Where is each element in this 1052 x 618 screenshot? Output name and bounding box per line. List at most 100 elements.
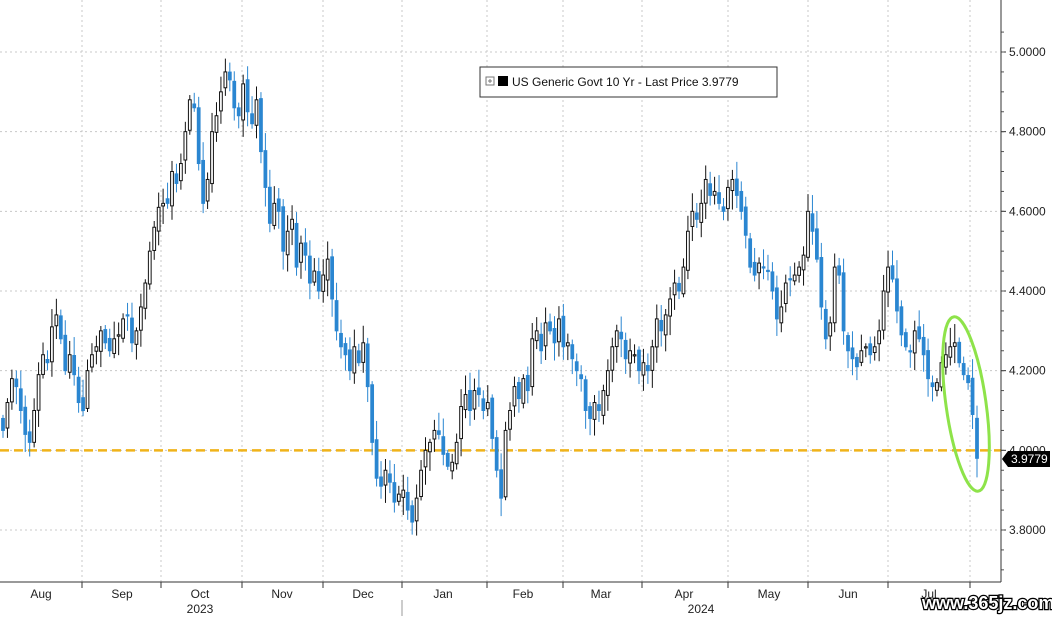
candle-body-down: [343, 343, 348, 356]
candle-body-down: [445, 452, 450, 467]
candle-body-up: [797, 266, 801, 276]
candle-body-up: [610, 346, 615, 371]
candle-body-up: [98, 330, 103, 352]
legend-label: US Generic Govt 10 Yr - Last Price 3.977…: [512, 75, 739, 89]
candle-body-down: [841, 272, 846, 332]
candle-body-up: [565, 342, 570, 347]
candle-body-down: [890, 265, 895, 280]
candle-body-down: [788, 278, 793, 281]
candle-body-down: [63, 334, 68, 372]
candle-body-up: [219, 91, 223, 112]
candle-body-down: [192, 103, 197, 109]
candle-body-up: [632, 354, 637, 357]
month-label: Nov: [271, 587, 292, 601]
candle-body-up: [419, 469, 423, 498]
candle-body-up: [67, 354, 72, 373]
y-tick-label: 4.6000: [1009, 204, 1046, 218]
candle-body-up: [686, 230, 690, 271]
candle-body-down: [966, 375, 970, 384]
candle-body-down: [734, 178, 739, 196]
candle-body-down: [970, 377, 975, 415]
candle-body-down: [436, 430, 441, 435]
candle-body-down: [752, 261, 757, 276]
candle-body-up: [50, 326, 54, 363]
candle-body-up: [414, 497, 419, 522]
candle-body-down: [125, 314, 130, 317]
candle-body-up: [361, 342, 366, 363]
candle-body-up: [161, 202, 165, 207]
candle-body-down: [23, 406, 28, 435]
candle-body-down: [597, 404, 601, 411]
candle-body-up: [672, 282, 677, 296]
candle-body-down: [232, 80, 237, 109]
month-label: Oct: [191, 587, 210, 601]
candle-body-up: [557, 318, 561, 343]
candle-body-up: [183, 131, 188, 161]
candle-body-up: [450, 461, 455, 472]
candle-body-down: [539, 333, 544, 352]
candle-body-up: [863, 346, 868, 349]
y-tick-label: 4.2000: [1009, 364, 1046, 378]
candle-body-down: [659, 319, 664, 332]
candle-body-down: [379, 476, 383, 487]
candle-body-up: [948, 346, 953, 358]
x-axis: Aug Sep Oct Nov Dec Jan Feb Mar Apr May Jun Jul 2023…: [0, 581, 1001, 616]
candle-body-down: [561, 315, 566, 348]
candle-body-up: [383, 469, 388, 486]
candle-body-down: [468, 389, 472, 411]
candle-body-down: [677, 282, 681, 292]
candle-body-down: [165, 198, 170, 204]
candle-body-up: [828, 322, 833, 337]
candle-body-down: [356, 350, 361, 364]
watermark: www.365jz.com: [921, 593, 1052, 613]
candle-body-up: [138, 306, 143, 331]
candlestick-series: [1, 58, 979, 536]
candle-body-down: [819, 257, 824, 308]
candle-body-up: [726, 186, 730, 210]
candle-body-down: [646, 365, 650, 372]
candle-body-up: [601, 390, 606, 416]
candle-body-down: [619, 331, 624, 340]
candle-body-down: [903, 332, 908, 348]
candle-body-up: [401, 489, 406, 498]
candle-body-down: [267, 186, 272, 224]
candle-body-up: [530, 338, 535, 388]
candle-body-up: [285, 230, 290, 256]
candle-body-up: [779, 306, 784, 324]
year-label: 2024: [688, 602, 715, 616]
candle-body-up: [254, 99, 259, 126]
candle-body-up: [943, 354, 948, 368]
last-price-label: 3.9779: [1011, 452, 1048, 466]
candle-body-up: [152, 226, 157, 251]
candle-body-down: [14, 378, 19, 388]
candle-body-down: [908, 350, 913, 353]
candle-body-down: [76, 376, 81, 404]
month-label: Jan: [433, 587, 452, 601]
candle-body-down: [370, 384, 375, 443]
candle-body-down: [294, 222, 299, 268]
candle-body-up: [512, 386, 517, 407]
y-tick-label: 4.4000: [1009, 284, 1046, 298]
candle-body-down: [623, 339, 628, 360]
candle-body-up: [325, 258, 330, 281]
candle-body-up: [650, 346, 655, 371]
candle-body-up: [730, 178, 735, 192]
candle-body-down: [743, 206, 748, 236]
candle-body-down: [236, 107, 241, 117]
candle-body-up: [54, 314, 59, 327]
candle-body-down: [81, 397, 85, 411]
candle-body-up: [170, 171, 174, 207]
candle-body-up: [10, 378, 14, 403]
candle-body-up: [912, 330, 917, 354]
candle-body-up: [156, 206, 161, 232]
candle-body-up: [32, 410, 37, 443]
candle-body-down: [975, 417, 979, 459]
month-label: Aug: [30, 587, 51, 601]
candle-body-down: [837, 265, 842, 276]
candle-body-up: [85, 370, 90, 409]
candle-body-down: [926, 350, 930, 380]
candle-body-up: [179, 163, 183, 182]
candle-body-down: [27, 431, 32, 443]
candle-body-up: [783, 282, 788, 305]
candle-body-up: [712, 190, 717, 196]
